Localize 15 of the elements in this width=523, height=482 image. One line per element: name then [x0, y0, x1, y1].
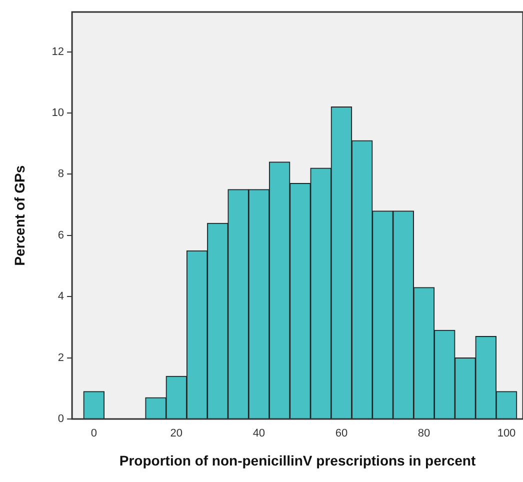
x-tick-label: 80 — [418, 428, 430, 440]
y-tick-label: 4 — [58, 290, 64, 303]
x-tick-label: 60 — [335, 428, 348, 440]
y-tick-label: 12 — [52, 46, 64, 58]
x-tick-label: 100 — [497, 428, 516, 440]
y-axis-title: Percent of GPs — [11, 165, 28, 266]
y-tick-label: 10 — [52, 107, 64, 120]
x-tick-label: 40 — [252, 428, 266, 440]
y-tick-label: 2 — [58, 352, 64, 364]
y-tick-label: 0 — [58, 413, 64, 426]
y-tick-label: 6 — [58, 229, 64, 242]
x-axis-title: Proportion of non-penicillinV prescriptions in percent — [119, 452, 476, 468]
y-tick-label: 8 — [58, 168, 64, 180]
x-tick-label: 0 — [90, 428, 97, 440]
x-tick-label: 20 — [170, 428, 183, 440]
